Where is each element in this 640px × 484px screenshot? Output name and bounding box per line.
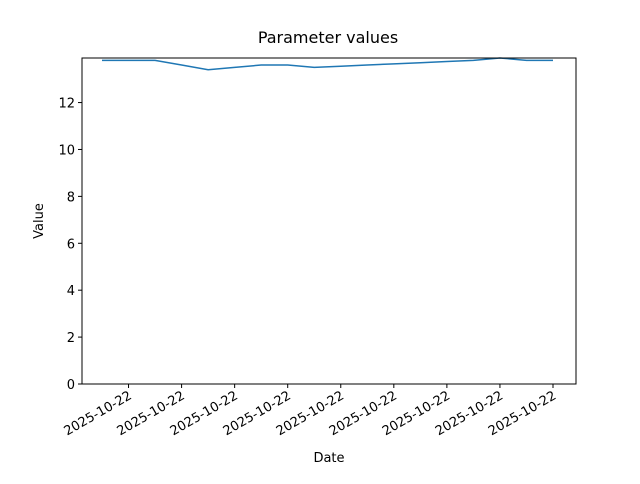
line-series bbox=[102, 57, 553, 71]
plot-frame bbox=[81, 57, 577, 385]
y-tick-label: 4 bbox=[67, 284, 75, 299]
y-tick-label: 0 bbox=[67, 378, 75, 393]
y-tick-label: 2 bbox=[67, 331, 75, 346]
y-tick-label: 6 bbox=[67, 237, 75, 252]
y-tick-label: 8 bbox=[67, 190, 75, 205]
y-tick-label: 12 bbox=[58, 97, 75, 112]
x-axis-label: Date bbox=[313, 451, 344, 466]
chart-title: Parameter values bbox=[258, 28, 398, 47]
y-tick-label: 10 bbox=[58, 143, 75, 158]
y-axis-label: Value bbox=[32, 203, 47, 239]
